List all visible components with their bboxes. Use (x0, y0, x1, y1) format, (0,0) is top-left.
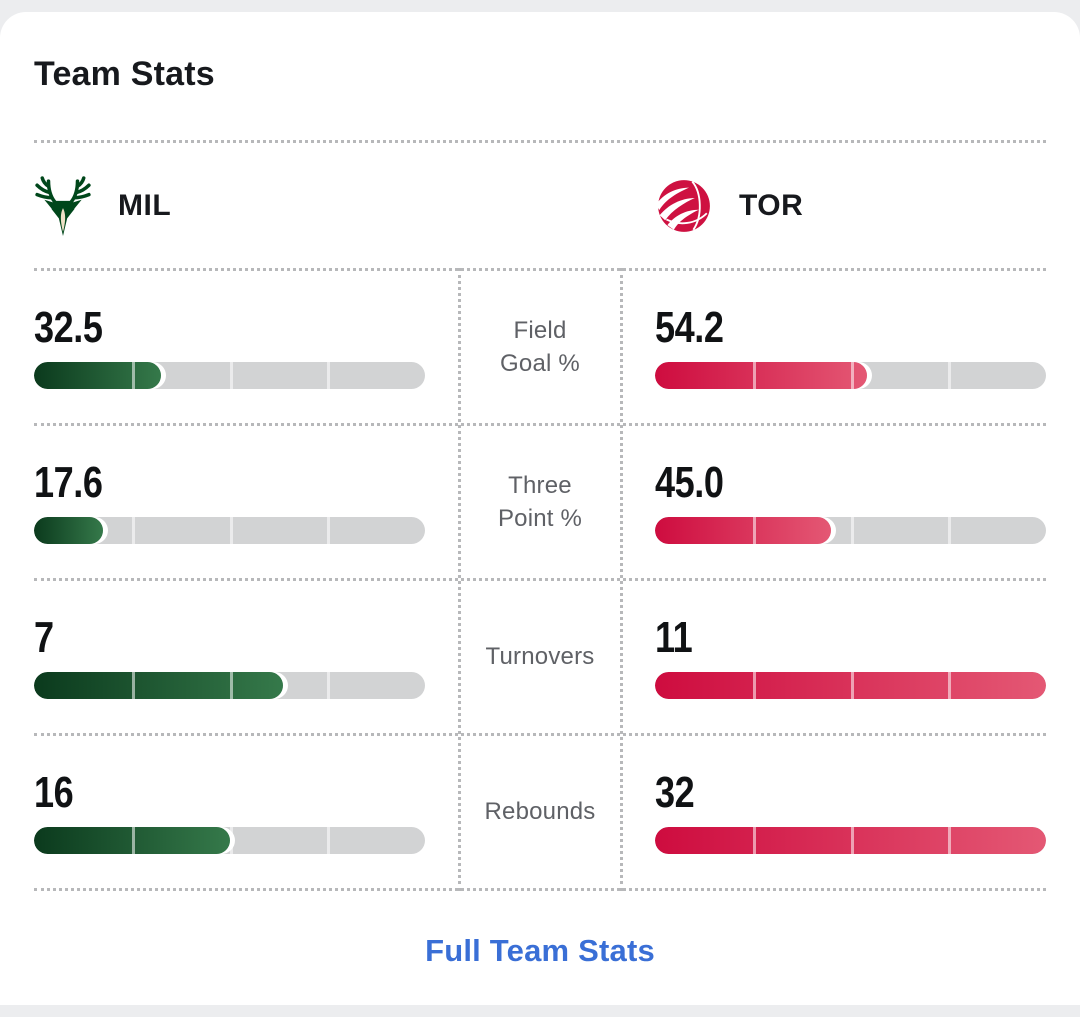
bar-segment-divider (752, 826, 756, 854)
bar-segment-divider (948, 516, 952, 544)
team-abbr-tor: TOR (739, 188, 804, 222)
bar-segment-divider (752, 671, 756, 699)
stat-value-mil: 32.5 (34, 302, 103, 352)
bar-segment-divider (229, 671, 233, 699)
team-stats-card: Team Stats (0, 12, 1080, 1005)
stat-bar-fill-tor (655, 361, 867, 389)
bar-segment-divider (131, 361, 135, 389)
bar-segment-divider (131, 516, 135, 544)
raptors-logo (655, 173, 713, 239)
stat-cell-tor: 45.0 (655, 457, 1046, 544)
stat-bar-tor (655, 826, 1046, 854)
stat-label-cell: Rebounds (459, 736, 621, 888)
divider (34, 888, 1046, 891)
bar-segment-divider (327, 671, 331, 699)
stat-row: 16 Rebounds 32 (34, 736, 1046, 888)
stat-value-tor: 45.0 (655, 457, 724, 507)
bar-segment-divider (229, 361, 233, 389)
stat-cell-tor: 11 (655, 612, 1046, 699)
bar-segment-divider (327, 826, 331, 854)
divider (34, 268, 1046, 271)
stat-label-cell: Three Point % (459, 426, 621, 578)
bar-segment-divider (850, 826, 854, 854)
stat-value-mil: 7 (34, 612, 54, 662)
stat-bar-mil (34, 671, 425, 699)
stat-bar-tor (655, 361, 1046, 389)
stat-label-line: Field (513, 316, 567, 344)
stat-bar-fill-tor (655, 516, 831, 544)
stat-value-tor: 32 (655, 767, 695, 817)
stat-cell-tor: 32 (655, 767, 1046, 854)
stat-label-line: Rebounds (484, 798, 596, 826)
full-team-stats-link[interactable]: Full Team Stats (425, 933, 655, 968)
stat-label-line: Turnovers (485, 643, 595, 671)
stat-value-tor: 54.2 (655, 302, 724, 352)
bar-segment-divider (850, 516, 854, 544)
stat-cell-tor: 54.2 (655, 302, 1046, 389)
stat-row: 17.6 Three Point % 45.0 (34, 426, 1046, 578)
bar-segment-divider (948, 361, 952, 389)
stat-bar-fill-mil (34, 361, 162, 389)
divider (34, 733, 1046, 736)
bucks-logo (34, 173, 92, 239)
page-title: Team Stats (34, 55, 215, 93)
stat-label: Three Point % (498, 469, 582, 535)
stat-row: 7 Turnovers 11 (34, 581, 1046, 733)
stat-cell-mil: 7 (34, 612, 425, 699)
stat-bar-mil (34, 516, 425, 544)
stat-cell-mil: 16 (34, 767, 425, 854)
stat-label-line: Point % (497, 505, 583, 532)
team-abbr-mil: MIL (118, 188, 172, 222)
bar-segment-divider (229, 826, 233, 854)
stat-bar-tor (655, 671, 1046, 699)
stat-label-cell: Turnovers (459, 581, 621, 733)
stat-label-cell: Field Goal % (459, 271, 621, 423)
stat-cell-mil: 17.6 (34, 457, 425, 544)
bar-segment-divider (752, 361, 756, 389)
stat-label: Rebounds (484, 795, 595, 828)
stat-bar-tor (655, 516, 1046, 544)
footer: Full Team Stats (34, 933, 1046, 969)
bar-segment-divider (752, 516, 756, 544)
divider (34, 423, 1046, 426)
stat-value-mil: 16 (34, 767, 74, 817)
bar-segment-divider (948, 826, 952, 854)
stat-label: Field Goal % (500, 314, 580, 380)
stat-bar-mil (34, 361, 425, 389)
bar-segment-divider (229, 516, 233, 544)
bar-segment-divider (850, 671, 854, 699)
stat-bar-fill-mil (34, 516, 103, 544)
vertical-divider-right (620, 268, 623, 891)
bar-segment-divider (327, 361, 331, 389)
team-header-row: MIL TOR (34, 143, 1046, 268)
team-tor: TOR (655, 143, 803, 268)
divider (34, 578, 1046, 581)
stat-row: 32.5 Field Goal % 54.2 (34, 271, 1046, 423)
bar-segment-divider (131, 826, 135, 854)
stat-bar-fill-mil (34, 671, 283, 699)
team-mil: MIL (34, 143, 1046, 268)
stat-label: Turnovers (486, 640, 595, 673)
stat-cell-mil: 32.5 (34, 302, 425, 389)
stat-label-line: Three (508, 471, 572, 499)
stat-label-line: Goal % (500, 350, 580, 377)
stat-value-mil: 17.6 (34, 457, 103, 507)
stat-value-tor: 11 (655, 612, 693, 662)
bar-segment-divider (948, 671, 952, 699)
bar-segment-divider (850, 361, 854, 389)
stat-bar-mil (34, 826, 425, 854)
stats-grid: 32.5 Field Goal % 54.2 17.6 (34, 268, 1046, 891)
bar-segment-divider (327, 516, 331, 544)
vertical-divider-left (458, 268, 461, 891)
divider (34, 140, 1046, 143)
bar-segment-divider (131, 671, 135, 699)
